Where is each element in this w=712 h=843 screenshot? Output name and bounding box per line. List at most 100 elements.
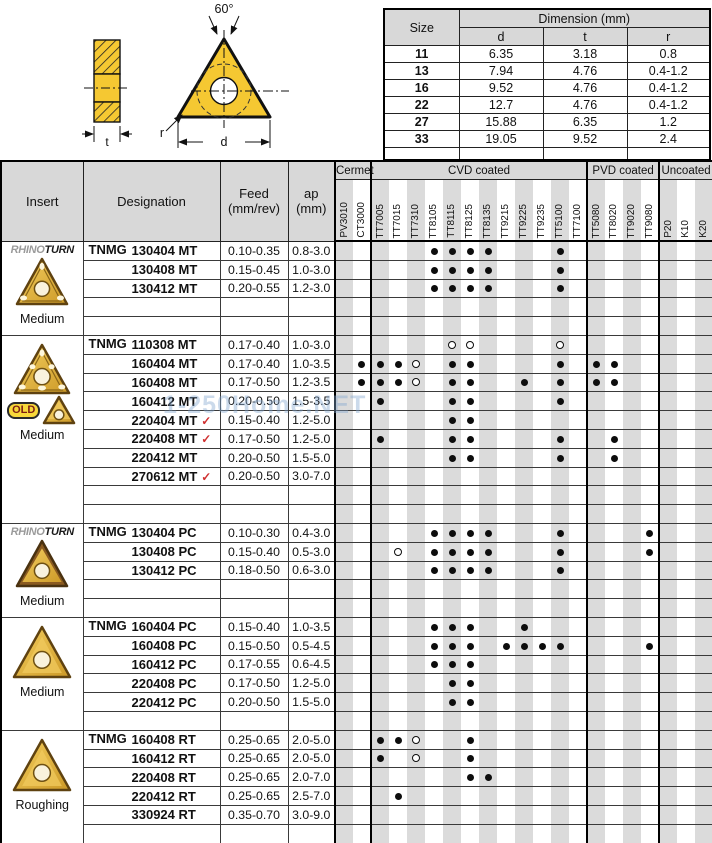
feed-cell: 0.20-0.55 — [219, 278, 289, 299]
ap-cell: 1.5-5.0 — [287, 447, 336, 468]
dim-subheader-r: r — [626, 27, 711, 46]
designation-cell: 160404 MT — [82, 353, 221, 374]
grade-column-TT8020: TT8020 — [605, 179, 624, 242]
ap-cell: 2.0-7.0 — [287, 767, 336, 788]
feed-cell: 0.15-0.45 — [219, 259, 289, 280]
grade-dot-filled — [466, 548, 474, 556]
insert-photo — [14, 343, 71, 395]
grade-column-TT7015: TT7015 — [389, 179, 408, 242]
ap-cell: 1.2-5.0 — [287, 673, 336, 694]
designation-cell: TNMG 130404 MT — [82, 240, 221, 261]
series-prefix: TNMG — [88, 241, 127, 257]
grade-dot-filled — [466, 755, 474, 763]
feed-cell: 0.18-0.50 — [219, 560, 289, 581]
grade-column-K20: K20 — [695, 179, 712, 242]
grade-dot-filled — [448, 567, 456, 575]
row-130412-pc: 130412 PC 0.18-0.50 0.6-3.0 — [1, 560, 712, 581]
designation-text: 330924 RT — [131, 807, 196, 823]
ap-cell: 0.6-3.0 — [287, 560, 336, 581]
rhinoturn-logo: RHINOTURN — [10, 243, 75, 256]
designation-text: 160408 MT — [131, 374, 198, 390]
feed-cell: 0.25-0.65 — [219, 748, 289, 769]
ap-cell: 1.2-3.5 — [287, 372, 336, 393]
spacer-row — [1, 504, 712, 524]
designation-text: 220412 RT — [131, 788, 196, 804]
grade-column-P20: P20 — [658, 179, 678, 242]
designation-text: 160404 PC — [131, 619, 197, 635]
row-220412-mt: 220412 MT 0.20-0.50 1.5-5.0 — [1, 447, 712, 468]
row-220408-pc: 220408 PC 0.17-0.50 1.2-5.0 — [1, 673, 712, 694]
spacer-row — [1, 823, 712, 843]
row-130408-pc: 130408 PC 0.15-0.40 0.5-3.0 — [1, 541, 712, 562]
grade-dot-filled — [430, 567, 438, 575]
grade-column-TT9225: TT9225 — [515, 179, 534, 242]
ap-cell: 3.0-9.0 — [287, 804, 336, 825]
grade-dot-filled — [394, 736, 402, 744]
series-prefix: TNMG — [88, 617, 127, 633]
grade-dot-filled — [466, 680, 474, 688]
section-header-uncoated: Uncoated — [658, 161, 712, 180]
grade-dot-filled — [466, 398, 474, 406]
ap-cell: 1.2-5.0 — [287, 428, 336, 449]
ap-cell: 0.6-4.5 — [287, 654, 336, 675]
feed-cell: 0.17-0.40 — [219, 353, 289, 374]
grade-dot-filled — [610, 379, 618, 387]
row-220412-pc: 220412 PC 0.20-0.50 1.5-5.0 — [1, 692, 712, 712]
size-row-16: 16 9.52 4.76 0.4-1.2 — [383, 79, 711, 97]
section-header-cvd-coated: CVD coated — [370, 161, 588, 180]
insert-photo — [13, 625, 72, 679]
grade-dot-filled — [448, 548, 456, 556]
designation-text: 220408 PC — [131, 675, 197, 691]
grade-dot-hollow — [448, 340, 457, 349]
designation-cell: 160412 PC — [82, 654, 221, 675]
grade-dot-filled — [394, 793, 402, 800]
grade-dot-filled — [520, 379, 528, 387]
grade-dot-filled — [448, 266, 456, 274]
insert-photo — [43, 395, 76, 425]
feed-cell: 0.20-0.50 — [219, 391, 289, 412]
designation-cell: TNMG 130404 PC — [82, 522, 221, 543]
grade-dot-filled — [430, 548, 438, 556]
row-330924-rt: 330924 RT 0.35-0.70 3.0-9.0 — [1, 804, 712, 825]
grade-dot-filled — [466, 736, 474, 744]
grade-dot-filled — [466, 247, 474, 255]
size-header: Size — [383, 8, 460, 46]
designation-text: 220412 PC — [131, 694, 197, 710]
grade-dot-filled — [556, 285, 564, 293]
check-mark: ✓ — [201, 432, 212, 447]
grade-dot-hollow — [412, 378, 421, 387]
grade-dot-filled — [448, 247, 456, 255]
spacer-row — [1, 579, 712, 600]
grade-column-TT8125: TT8125 — [461, 179, 480, 242]
row-160412-rt: 160412 RT 0.25-0.65 2.0-5.0 — [1, 748, 712, 769]
row-160408-pc: 160408 PC 0.15-0.50 0.5-4.5 — [1, 635, 712, 656]
ap-cell: 0.5-4.5 — [287, 635, 336, 656]
designation-text: 270612 MT — [131, 468, 198, 484]
grade-dot-filled — [610, 454, 618, 462]
ap-cell: 2.0-5.0 — [287, 748, 336, 769]
check-mark: ✓ — [201, 413, 212, 428]
designation-cell: 220412 RT — [82, 786, 221, 806]
grade-dot-filled — [466, 661, 474, 669]
grade-dot-filled — [466, 454, 474, 462]
spacer-row — [1, 316, 712, 336]
grade-dot-filled — [466, 623, 474, 631]
feed-column-header: Feed (mm/rev) — [219, 160, 289, 242]
grade-dot-hollow — [412, 754, 421, 763]
ap-cell: 2.5-7.0 — [287, 786, 336, 806]
designation-text: 220404 MT — [131, 412, 198, 428]
grade-dot-filled — [430, 623, 438, 631]
grade-dot-filled — [466, 567, 474, 575]
grade-column-TT7310: TT7310 — [407, 179, 426, 242]
ap-cell: 0.8-3.0 — [287, 240, 336, 261]
ap-cell: 1.5-3.5 — [287, 391, 336, 412]
series-prefix: TNMG — [88, 335, 127, 351]
feed-cell: 0.15-0.40 — [219, 410, 289, 430]
grade-dot-filled — [430, 266, 438, 274]
row-220412-rt: 220412 RT 0.25-0.65 2.5-7.0 — [1, 786, 712, 806]
designation-text: 160412 RT — [131, 750, 196, 766]
insert-cell-group-4: Medium — [1, 616, 84, 731]
size-row-13: 13 7.94 4.76 0.4-1.2 — [383, 62, 711, 80]
spacer-row — [1, 598, 712, 618]
